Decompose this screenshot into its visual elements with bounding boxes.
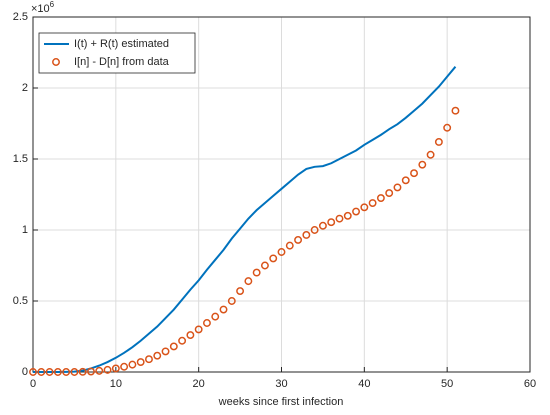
y-tick-label: 2 xyxy=(22,82,28,94)
data-point xyxy=(410,169,418,178)
y-multiplier: ×106 xyxy=(31,0,55,15)
legend-box xyxy=(38,32,196,74)
y-multiplier-exponent: 6 xyxy=(50,0,55,9)
data-point xyxy=(62,368,71,376)
data-point xyxy=(244,277,253,286)
data-point xyxy=(385,189,394,198)
data-point xyxy=(70,368,79,376)
data-point xyxy=(95,366,104,375)
data-point xyxy=(178,336,187,345)
data-point xyxy=(352,207,360,216)
data-point xyxy=(252,268,261,277)
data-point xyxy=(103,365,112,374)
legend-label: I[n] - D[n] from data xyxy=(74,56,170,68)
data-point xyxy=(227,297,236,305)
series-line xyxy=(33,66,457,373)
data-point xyxy=(401,176,410,185)
data-point xyxy=(136,358,145,367)
data-point xyxy=(53,368,62,376)
data-point xyxy=(29,368,37,376)
data-point xyxy=(335,214,344,223)
data-point xyxy=(211,312,220,321)
x-axis-label: weeks since first infection xyxy=(218,396,344,408)
y-tick-label: 0.5 xyxy=(13,295,28,307)
data-point xyxy=(294,235,303,244)
data-point xyxy=(236,287,245,296)
data-point xyxy=(128,360,137,369)
data-point xyxy=(302,231,311,239)
data-point xyxy=(161,347,170,356)
data-point xyxy=(418,160,427,169)
data-point xyxy=(426,150,435,159)
y-tick-label: 2.5 xyxy=(13,11,28,23)
data-point xyxy=(120,362,129,371)
data-point xyxy=(434,138,443,146)
data-point xyxy=(310,226,319,234)
data-point xyxy=(269,254,278,263)
data-point xyxy=(343,211,352,220)
data-point xyxy=(327,218,336,227)
data-point xyxy=(376,194,385,203)
x-tick-label: 30 xyxy=(275,378,287,390)
data-point xyxy=(277,248,286,256)
y-tick-label: 1 xyxy=(22,224,28,236)
data-point xyxy=(111,364,120,373)
data-point xyxy=(153,351,162,360)
data-point xyxy=(219,305,228,314)
x-tick-label: 40 xyxy=(358,378,370,390)
x-tick-label: 50 xyxy=(441,378,453,390)
data-point xyxy=(360,203,369,212)
data-point xyxy=(169,342,178,351)
data-point xyxy=(37,368,46,376)
data-point xyxy=(194,325,203,334)
data-point xyxy=(78,367,87,376)
x-tick-label: 10 xyxy=(110,378,122,390)
data-point xyxy=(285,241,294,250)
x-tick-label: 0 xyxy=(30,378,36,390)
axes-box xyxy=(32,16,531,373)
data-point xyxy=(145,355,153,364)
legend-label: I(t) + R(t) estimated xyxy=(74,38,169,50)
data-point xyxy=(318,221,327,230)
data-point xyxy=(393,183,402,192)
y-tick-label: 1.5 xyxy=(13,153,28,165)
data-point xyxy=(443,123,452,132)
x-tick-label: 60 xyxy=(524,378,536,390)
data-point xyxy=(451,106,460,115)
y-multiplier-base: ×10 xyxy=(31,3,50,15)
legend-swatch xyxy=(52,58,60,66)
data-point xyxy=(186,331,195,340)
data-point xyxy=(203,319,211,327)
y-tick-label: 0 xyxy=(22,366,28,378)
data-point xyxy=(260,261,269,270)
x-tick-label: 20 xyxy=(193,378,205,390)
data-point xyxy=(45,368,54,376)
data-point xyxy=(87,367,95,376)
data-point xyxy=(368,199,377,207)
